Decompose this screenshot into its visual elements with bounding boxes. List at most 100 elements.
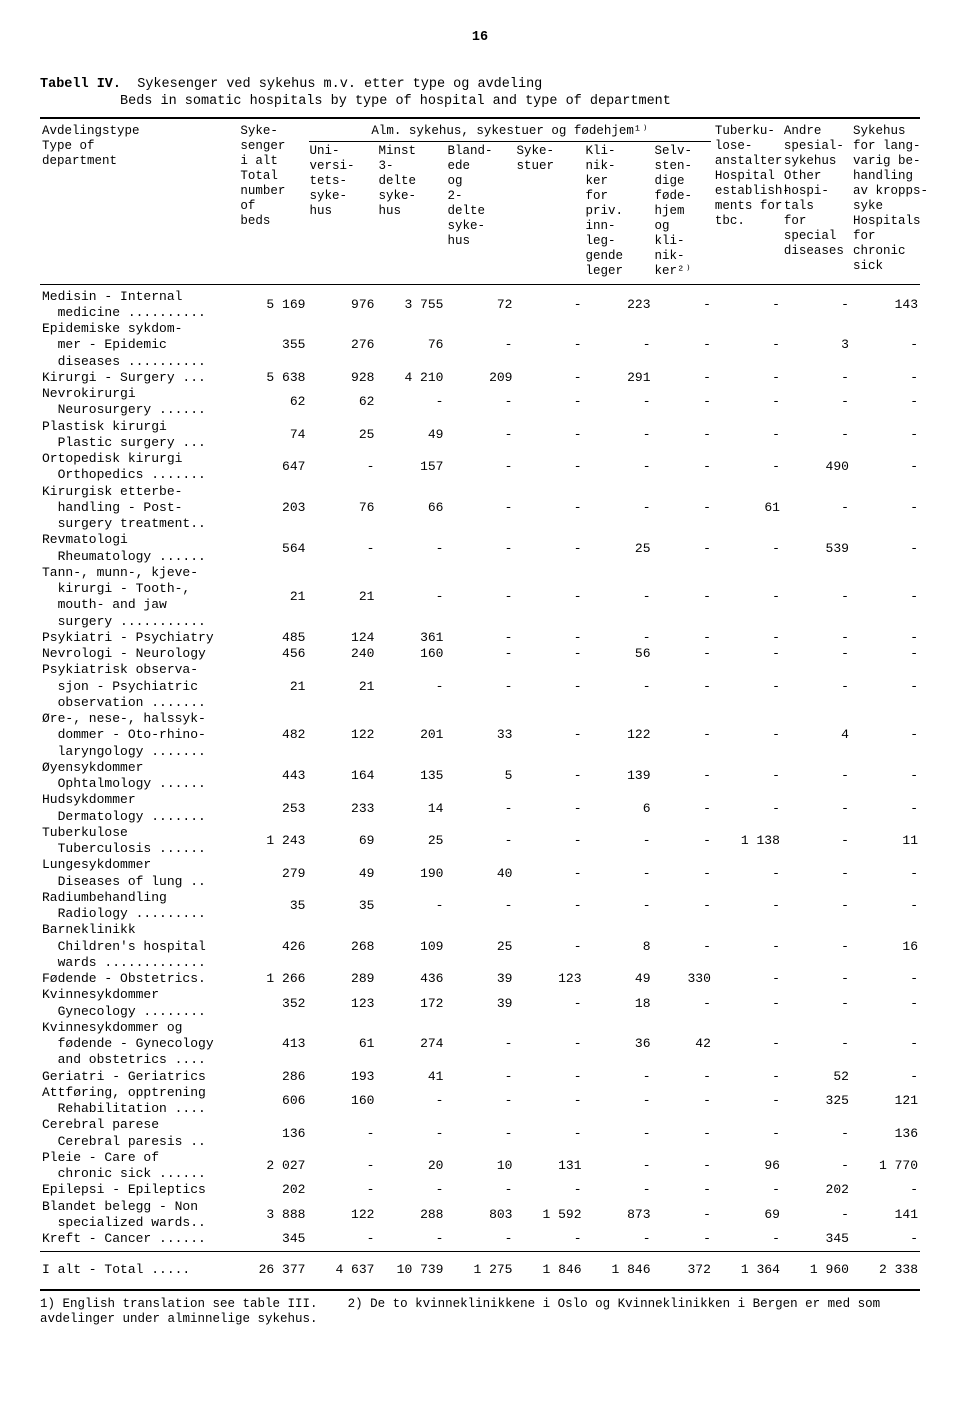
row-label: Nevrologi - Neurology [40,646,238,662]
cell: - [713,987,782,1020]
head-lang: Sykehus for lang- varig be- handling av … [851,123,920,280]
cell: - [713,370,782,386]
head-total: Syke- senger i alt Total number of beds [238,123,307,280]
cell: 928 [307,370,376,386]
cell: 49 [376,419,445,452]
cell: - [653,662,713,711]
cell: 76 [376,321,445,370]
cell: - [514,1069,583,1085]
cell: 352 [238,987,307,1020]
cell: - [782,662,851,711]
cell: - [782,890,851,923]
cell: - [713,662,782,711]
cell: 157 [376,451,445,484]
footnotes: 1) English translation see table III. 2)… [40,1297,920,1328]
cell: 136 [238,1117,307,1150]
row-label: Øre-, nese-, halssyk- dommer - Oto-rhino… [40,711,238,760]
table-row: Øre-, nese-, halssyk- dommer - Oto-rhino… [40,711,920,760]
cell: 131 [514,1150,583,1183]
row-label: Øyensykdommer Ophtalmology ...... [40,760,238,793]
cell: - [713,386,782,419]
row-label: Lungesykdommer Diseases of lung .. [40,857,238,890]
cell: 201 [376,711,445,760]
cell: 291 [584,370,653,386]
cell: - [307,451,376,484]
cell: - [713,1085,782,1118]
top-rule [40,117,920,119]
table-row: Tann-, munn-, kjeve- kirurgi - Tooth-, m… [40,565,920,630]
cell: - [782,565,851,630]
total-cell: 372 [653,1256,713,1284]
table-row: Ortopedisk kirurgi Orthopedics .......64… [40,451,920,484]
cell: - [307,1150,376,1183]
row-label: Plastisk kirurgi Plastic surgery ... [40,419,238,452]
cell: - [445,662,514,711]
cell: - [713,760,782,793]
total-label: I alt - Total ..... [40,1256,238,1284]
table-row: Epidemiske sykdom- mer - Epidemic diseas… [40,321,920,370]
cell: 122 [584,711,653,760]
cell: 21 [307,662,376,711]
cell: - [653,1117,713,1150]
pre-total-rule [40,1251,920,1252]
head-body-rule [40,284,920,285]
cell: - [445,1117,514,1150]
cell: - [653,451,713,484]
cell: - [584,1085,653,1118]
row-label: Epidemiske sykdom- mer - Epidemic diseas… [40,321,238,370]
cell: 5 [445,760,514,793]
cell: 122 [307,1199,376,1232]
cell: 976 [307,289,376,322]
cell: 160 [307,1085,376,1118]
cell: - [653,565,713,630]
cell: - [851,662,920,711]
cell: 361 [376,630,445,646]
row-label: Revmatologi Rheumatology ...... [40,532,238,565]
cell: 10 [445,1150,514,1183]
cell: - [584,1182,653,1198]
cell: - [584,451,653,484]
row-label: Cerebral parese Cerebral paresis .. [40,1117,238,1150]
cell: 288 [376,1199,445,1232]
cell: - [713,792,782,825]
cell: 203 [238,484,307,533]
head-uni: Uni- versi- tets- syke- hus [307,143,376,280]
cell: 56 [584,646,653,662]
cell: 39 [445,971,514,987]
total-cell: 10 739 [376,1256,445,1284]
title-no: Sykesenger ved sykehus m.v. etter type o… [137,77,542,92]
cell: - [851,321,920,370]
cell: - [445,386,514,419]
row-label: Tuberkulose Tuberculosis ...... [40,825,238,858]
cell: - [653,1199,713,1232]
table-row: Barneklinikk Children's hospital wards .… [40,922,920,971]
cell: 74 [238,419,307,452]
cell: 6 [584,792,653,825]
cell: 223 [584,289,653,322]
cell: - [782,1150,851,1183]
table-row: Psykiatri - Psychiatry485124361------- [40,630,920,646]
cell: - [851,792,920,825]
cell: 4 [782,711,851,760]
cell: - [782,792,851,825]
head-minst3: Minst 3- delte syke- hus [376,143,445,280]
cell: - [584,484,653,533]
cell: - [445,1182,514,1198]
footnote-1: 1) English translation see table III. [40,1297,318,1311]
cell: - [851,711,920,760]
cell: - [782,857,851,890]
head-tbc: Tuberku- lose- anstalter Hospital establ… [713,123,782,280]
cell: - [584,1150,653,1183]
cell: - [584,857,653,890]
table-row: Hudsykdommer Dermatology .......25323314… [40,792,920,825]
cell: - [653,1150,713,1183]
cell: 35 [307,890,376,923]
cell: 190 [376,857,445,890]
cell: - [514,760,583,793]
cell: - [851,565,920,630]
cell: - [514,386,583,419]
cell: - [653,1182,713,1198]
cell: 209 [445,370,514,386]
cell: - [653,711,713,760]
cell: 873 [584,1199,653,1232]
